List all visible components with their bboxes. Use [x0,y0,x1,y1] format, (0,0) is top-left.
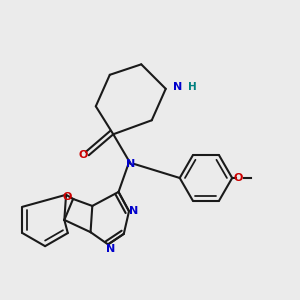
Text: N: N [106,244,115,254]
Text: N: N [173,82,183,92]
Text: N: N [129,206,138,216]
Text: H: H [188,82,196,92]
Text: O: O [233,173,243,183]
Text: O: O [62,192,71,202]
Text: O: O [79,150,88,160]
Text: N: N [126,159,135,169]
